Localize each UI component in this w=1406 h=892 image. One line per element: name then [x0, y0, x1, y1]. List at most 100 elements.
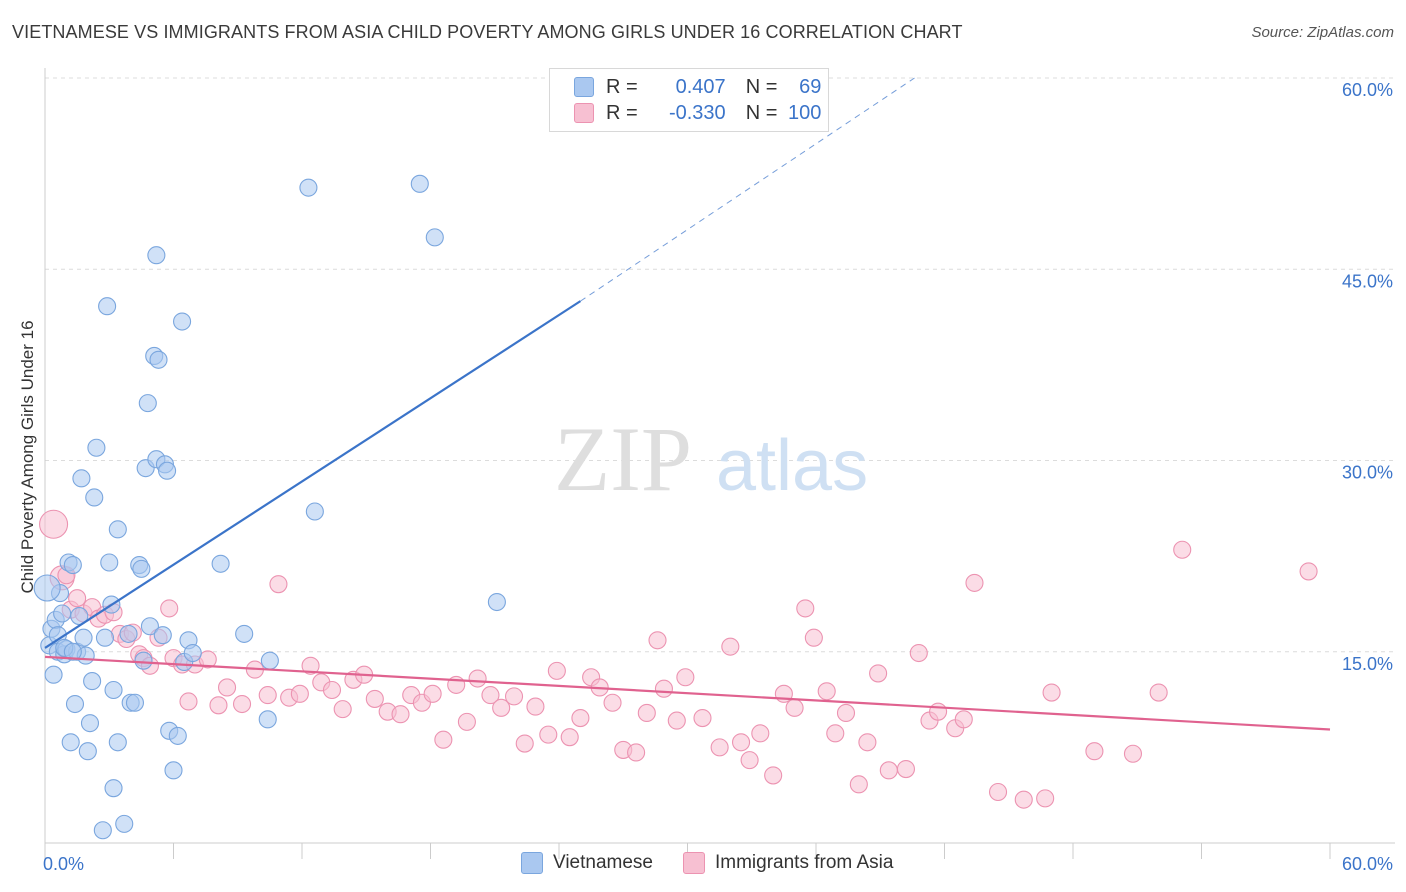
immigrants-point — [160, 599, 179, 618]
immigrants-point — [269, 575, 288, 594]
vietnamese-points — [33, 174, 506, 840]
immigrants-point — [198, 650, 217, 669]
y-tick-label: 15.0% — [1342, 654, 1393, 674]
legend-r-label: R = — [606, 75, 638, 98]
vietnamese-point — [173, 312, 192, 331]
series-swatch-pink — [683, 852, 705, 874]
immigrants-point — [481, 686, 500, 705]
immigrants-from-asia-points — [39, 509, 1318, 809]
vietnamese-point — [44, 665, 63, 684]
vietnamese-point — [87, 438, 106, 457]
vietnamese-point — [140, 617, 159, 636]
immigrants-point — [1014, 790, 1033, 809]
legend-swatch-pink — [574, 103, 594, 123]
immigrants-point — [751, 724, 770, 743]
vietnamese-point — [211, 554, 230, 573]
immigrants-point — [817, 682, 836, 701]
immigrants-point — [1085, 742, 1104, 761]
immigrants-trendline — [44, 655, 1331, 731]
immigrants-point — [740, 751, 759, 770]
vietnamese-point — [258, 710, 277, 729]
trend-lines — [44, 77, 1331, 731]
legend-n-value: 100 — [788, 101, 822, 124]
immigrants-point — [849, 775, 868, 794]
vietnamese-point — [108, 733, 127, 752]
immigrants-point — [457, 712, 476, 731]
immigrants-point — [515, 734, 534, 753]
immigrants-point — [836, 703, 856, 723]
vietnamese-point — [95, 628, 115, 647]
immigrants-point — [365, 689, 384, 708]
immigrants-point — [539, 725, 558, 744]
vietnamese-point — [100, 553, 119, 572]
immigrants-point — [547, 661, 566, 680]
y-axis-label: Child Poverty Among Girls Under 16 — [18, 320, 37, 593]
legend-n-label: N = — [745, 101, 778, 124]
watermark-atlas: atlas — [716, 426, 868, 506]
immigrants-point — [217, 678, 237, 697]
watermark-zip: ZIP — [554, 408, 692, 510]
immigrants-point — [654, 679, 673, 698]
vietnamese-point — [104, 680, 123, 700]
immigrants-point — [391, 705, 410, 724]
vietnamese-point — [93, 821, 112, 840]
immigrants-point — [258, 686, 277, 705]
legend-n-label: N = — [745, 75, 778, 98]
immigrants-point — [301, 656, 320, 675]
vietnamese-point — [149, 350, 168, 369]
vietnamese-point — [487, 592, 506, 612]
vietnamese-point — [134, 651, 153, 670]
series-legend-immigrants[interactable]: Immigrants from Asia — [683, 852, 893, 874]
immigrants-point — [468, 669, 487, 688]
vietnamese-point — [183, 643, 202, 663]
vietnamese-point — [85, 488, 104, 507]
chart-title: VIETNAMESE VS IMMIGRANTS FROM ASIA CHILD… — [12, 22, 963, 42]
series-swatch-blue — [521, 852, 543, 874]
immigrants-point — [929, 702, 948, 721]
vietnamese-point — [305, 502, 324, 521]
vietnamese-point — [72, 469, 91, 488]
y-tick-label: 45.0% — [1342, 271, 1393, 291]
vietnamese-point — [63, 642, 82, 661]
immigrants-point — [637, 703, 656, 723]
immigrants-point — [858, 733, 877, 752]
immigrants-point — [869, 664, 888, 683]
immigrants-point — [896, 759, 916, 779]
vietnamese-point — [410, 174, 429, 193]
immigrants-point — [731, 733, 751, 752]
series-legend-vietnamese[interactable]: Vietnamese — [521, 852, 653, 874]
vietnamese-point — [80, 714, 100, 733]
immigrants-point — [1042, 683, 1061, 702]
legend-row-immigrants: R = -0.330 N = 100 — [574, 100, 821, 126]
immigrants-point — [693, 708, 712, 728]
immigrants-point — [434, 730, 453, 749]
immigrants-point — [179, 692, 198, 711]
immigrants-point — [423, 684, 442, 703]
immigrants-point — [333, 700, 352, 719]
y-tick-label: 30.0% — [1342, 463, 1393, 483]
x-tick-label: 0.0% — [43, 854, 84, 874]
vietnamese-point — [33, 574, 61, 602]
vietnamese-point — [74, 628, 93, 647]
immigrants-point — [721, 637, 740, 656]
vietnamese-point — [299, 178, 318, 197]
vietnamese-point — [125, 693, 144, 712]
y-tick-label: 60.0% — [1342, 80, 1393, 100]
legend-r-label: R = — [606, 101, 638, 124]
immigrants-point — [785, 698, 804, 717]
vietnamese-point — [138, 394, 157, 413]
immigrants-point — [1299, 562, 1318, 581]
immigrants-point — [710, 738, 729, 757]
vietnamese-point — [235, 624, 254, 643]
tick-labels: 15.0% 30.0% 45.0% 60.0% 0.0% 60.0% — [43, 80, 1393, 874]
immigrants-point — [39, 509, 69, 539]
vietnamese-point — [104, 779, 123, 798]
immigrants-point — [804, 628, 823, 647]
vietnamese-point — [147, 246, 166, 265]
vietnamese-point — [115, 814, 134, 833]
legend-n-value: 69 — [799, 75, 822, 98]
immigrants-point — [290, 684, 309, 703]
immigrants-point — [909, 643, 928, 663]
legend-row-vietnamese: R = 0.407 N = 69 — [574, 74, 821, 100]
